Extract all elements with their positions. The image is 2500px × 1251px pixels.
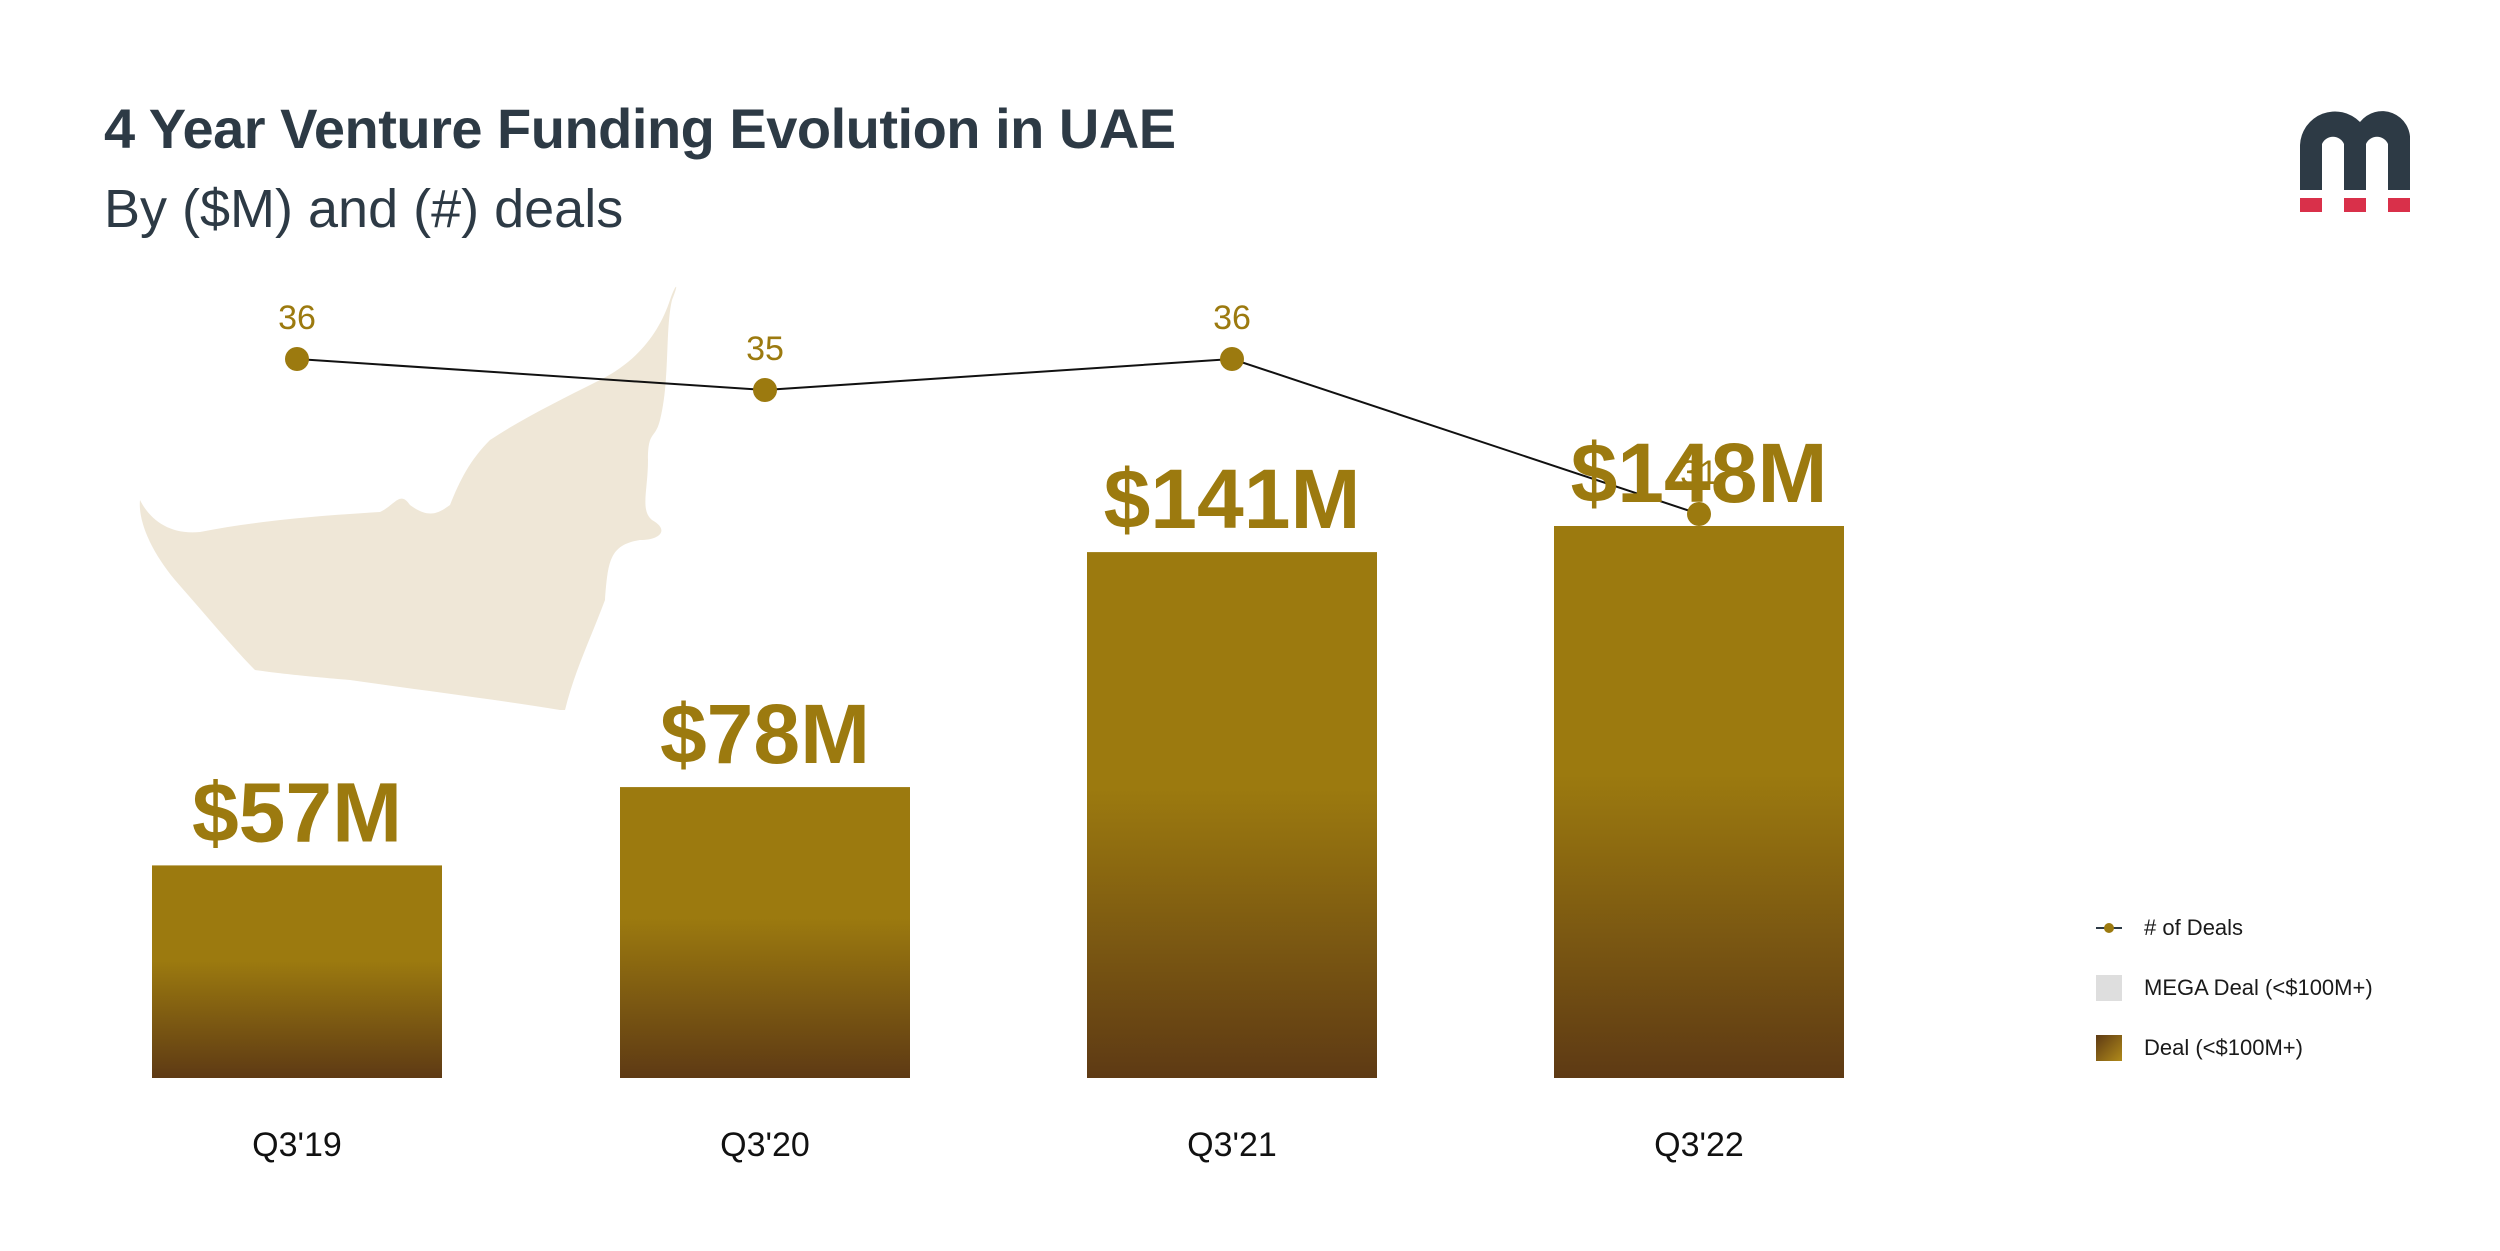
legend-item-deal: Deal (<$100M+) bbox=[2096, 1028, 2373, 1068]
legend-label: # of Deals bbox=[2144, 915, 2244, 940]
deals-count-label: 36 bbox=[1213, 299, 1251, 337]
bar-0 bbox=[152, 865, 442, 1078]
m-logo-icon bbox=[2300, 111, 2410, 212]
deals-count-label: 35 bbox=[746, 330, 784, 368]
bar-3 bbox=[1554, 526, 1844, 1078]
legend-label: Deal (<$100M+) bbox=[2144, 1035, 2303, 1060]
legend-label: MEGA Deal (<$100M+) bbox=[2144, 975, 2373, 1000]
deals-point-2 bbox=[1220, 347, 1244, 371]
x-tick-label: Q3'22 bbox=[1654, 1126, 1744, 1164]
line-marker-icon bbox=[2096, 915, 2122, 941]
legend-item-deals-count: # of Deals bbox=[2096, 908, 2373, 948]
x-tick-label: Q3'20 bbox=[720, 1126, 810, 1164]
deals-line bbox=[296, 357, 1700, 515]
deals-point-3 bbox=[1687, 502, 1711, 526]
mega-deal-swatch bbox=[2096, 975, 2122, 1001]
deals-count-label: 36 bbox=[278, 299, 316, 337]
bar-value-label: $78M bbox=[660, 687, 870, 781]
x-tick-label: Q3'19 bbox=[252, 1126, 342, 1164]
chart-subtitle: By ($M) and (#) deals bbox=[104, 179, 624, 239]
deals-point-1 bbox=[753, 378, 777, 402]
bar-value-label: $57M bbox=[192, 765, 402, 859]
x-tick-label: Q3'21 bbox=[1187, 1126, 1277, 1164]
bar-value-label: $148M bbox=[1571, 426, 1828, 520]
bar-value-label: $141M bbox=[1104, 452, 1361, 546]
chart-title: 4 Year Venture Funding Evolution in UAE bbox=[104, 97, 1176, 160]
uae-map-shape bbox=[139, 286, 677, 710]
bar-1 bbox=[620, 787, 910, 1078]
deal-swatch bbox=[2096, 1035, 2122, 1061]
deals-count-label: 31 bbox=[1680, 454, 1718, 492]
deals-point-0 bbox=[285, 347, 309, 371]
legend-item-mega-deal: MEGA Deal (<$100M+) bbox=[2096, 968, 2373, 1008]
legend: # of Deals MEGA Deal (<$100M+) Deal (<$1… bbox=[2096, 908, 2373, 1088]
bar-2 bbox=[1087, 552, 1377, 1078]
